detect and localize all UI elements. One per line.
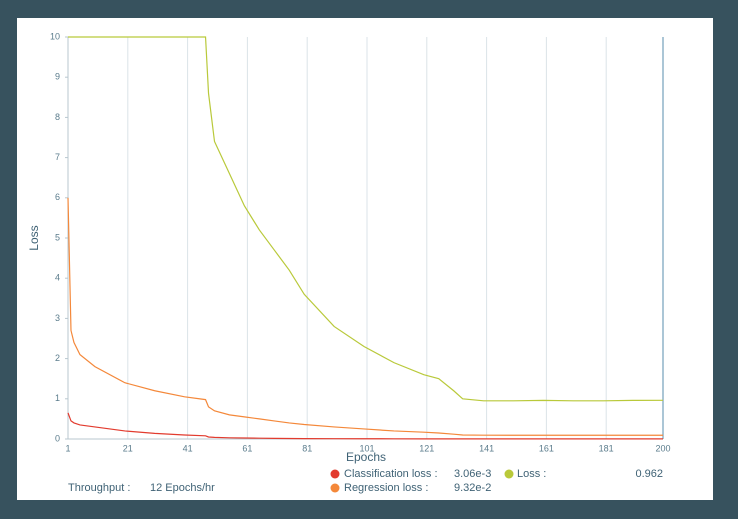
series-line (67, 412, 664, 440)
x-tick-label: 101 (359, 443, 374, 453)
throughput-label: Throughput : (68, 482, 130, 494)
y-tick-label: 2 (55, 353, 60, 363)
panel (17, 18, 713, 500)
legend-label: Regression loss : (344, 482, 428, 494)
x-tick-label: 61 (242, 443, 252, 453)
series-line (67, 197, 664, 436)
x-tick-label: 141 (479, 443, 494, 453)
y-tick-label: 7 (55, 152, 60, 162)
y-tick-label: 0 (55, 433, 60, 443)
series-line (68, 36, 664, 402)
x-tick-label: 41 (183, 443, 193, 453)
legend-value: 3.06e-3 (454, 468, 491, 480)
y-tick-label: 9 (55, 72, 60, 82)
x-tick-label: 181 (599, 443, 614, 453)
legend-marker (330, 469, 340, 479)
y-tick-label: 4 (55, 273, 60, 283)
legend-label: Loss : (517, 468, 546, 480)
legend-value: 0.962 (635, 468, 663, 480)
y-tick-label: 5 (55, 232, 60, 242)
x-tick-label: 1 (65, 443, 70, 453)
x-axis-label: Epochs (346, 450, 386, 464)
y-tick-label: 3 (55, 313, 60, 323)
y-tick-label: 8 (55, 112, 60, 122)
x-tick-label: 121 (419, 443, 434, 453)
legend-marker (504, 469, 514, 479)
y-axis-label: Loss (27, 225, 41, 250)
throughput-value: 12 Epochs/hr (150, 482, 215, 494)
x-tick-label: 21 (123, 443, 133, 453)
legend-label: Classification loss : (344, 468, 438, 480)
y-tick-label: 1 (55, 393, 60, 403)
x-tick-label: 81 (302, 443, 312, 453)
y-tick-label: 10 (50, 31, 60, 41)
x-tick-label: 200 (655, 443, 670, 453)
y-tick-label: 6 (55, 192, 60, 202)
x-tick-label: 161 (539, 443, 554, 453)
legend-value: 9.32e-2 (454, 482, 491, 494)
legend-marker (330, 483, 340, 493)
